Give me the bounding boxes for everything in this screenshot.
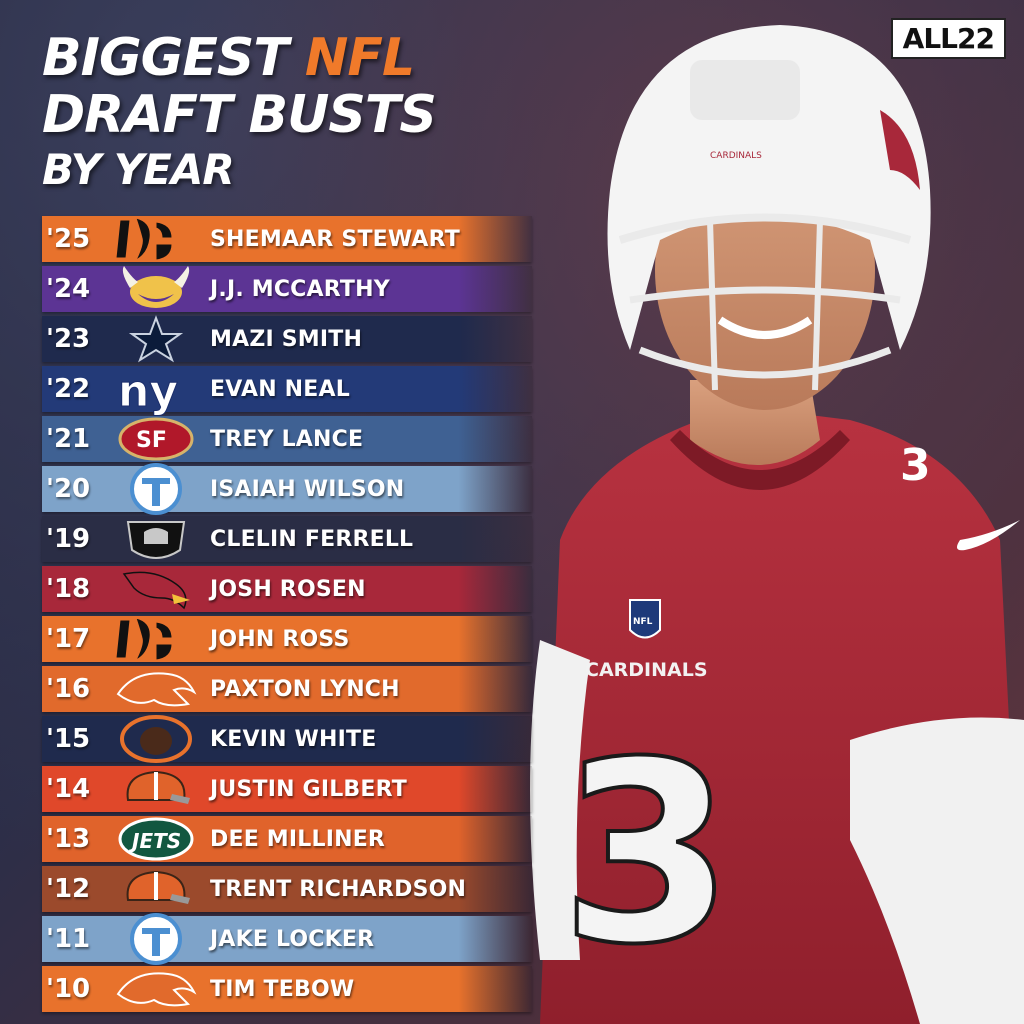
draft-year: '11 bbox=[46, 924, 91, 954]
player-name: TRENT RICHARDSON bbox=[210, 876, 467, 902]
draft-year: '18 bbox=[46, 574, 91, 604]
draft-bust-list: '25 SHEMAAR STEWART '24 J.J. MCCARTHY '23 MAZ… bbox=[42, 216, 532, 1016]
player-name: JUSTIN GILBERT bbox=[210, 776, 407, 802]
49ers-logo: SF bbox=[110, 416, 202, 462]
bengals-logo bbox=[110, 216, 202, 262]
draft-year: '17 bbox=[46, 624, 91, 654]
jets-logo: JETS bbox=[110, 816, 202, 862]
draft-year: '12 bbox=[46, 874, 91, 904]
list-item: '15 KEVIN WHITE bbox=[42, 715, 532, 763]
titans-logo bbox=[110, 913, 202, 965]
cowboys-logo bbox=[110, 315, 202, 363]
draft-year: '21 bbox=[46, 424, 91, 454]
player-name: SHEMAAR STEWART bbox=[210, 226, 460, 252]
svg-text:ny: ny bbox=[118, 366, 178, 417]
title-accent: NFL bbox=[304, 28, 415, 88]
draft-year: '13 bbox=[46, 824, 91, 854]
player-name: J.J. MCCARTHY bbox=[210, 276, 390, 302]
player-illustration: CARDINALS 3 NFL CARDINALS 3 bbox=[530, 25, 1024, 1024]
draft-year: '25 bbox=[46, 224, 91, 254]
list-item: '24 J.J. MCCARTHY bbox=[42, 266, 532, 312]
draft-year: '23 bbox=[46, 324, 91, 354]
draft-year: '14 bbox=[46, 774, 91, 804]
draft-year: '16 bbox=[46, 674, 91, 704]
draft-year: '15 bbox=[46, 724, 91, 754]
player-name: CLELIN FERRELL bbox=[210, 526, 414, 552]
list-item: '18 JOSH ROSEN bbox=[42, 566, 532, 612]
vikings-logo bbox=[110, 266, 202, 312]
list-item: '12 TRENT RICHARDSON bbox=[42, 866, 532, 912]
player-name: EVAN NEAL bbox=[210, 376, 350, 402]
list-item: '17 JOHN ROSS bbox=[42, 616, 532, 662]
broncos-logo bbox=[110, 666, 202, 712]
list-item: '20 ISAIAH WILSON bbox=[42, 463, 532, 515]
draft-year: '10 bbox=[46, 974, 91, 1004]
list-item: '10 TIM TEBOW bbox=[42, 966, 532, 1012]
browns-logo bbox=[110, 866, 202, 912]
player-name: PAXTON LYNCH bbox=[210, 676, 400, 702]
browns-logo bbox=[110, 766, 202, 812]
player-name: JAKE LOCKER bbox=[210, 926, 375, 952]
page-title: BIGGEST NFL DRAFT BUSTS BY YEAR bbox=[42, 28, 437, 196]
draft-year: '24 bbox=[46, 274, 91, 304]
shoulder-number: 3 bbox=[900, 440, 931, 491]
player-name: ISAIAH WILSON bbox=[210, 476, 405, 502]
player-name: KEVIN WHITE bbox=[210, 726, 377, 752]
player-name: TIM TEBOW bbox=[210, 976, 355, 1002]
list-item: '19 CLELIN FERRELL bbox=[42, 516, 532, 562]
player-name: DEE MILLINER bbox=[210, 826, 386, 852]
draft-year: '19 bbox=[46, 524, 91, 554]
list-item: '21 SF TREY LANCE bbox=[42, 416, 532, 462]
giants-logo: ny bbox=[110, 366, 202, 418]
player-name: MAZI SMITH bbox=[210, 326, 363, 352]
title-prefix: BIGGEST bbox=[42, 28, 289, 88]
list-item: '11 JAKE LOCKER bbox=[42, 913, 532, 965]
title-line-2: DRAFT BUSTS bbox=[42, 85, 437, 145]
list-item: '14 JUSTIN GILBERT bbox=[42, 766, 532, 812]
jersey-number: 3 bbox=[560, 708, 734, 999]
raiders-logo bbox=[110, 516, 202, 562]
cardinals-logo bbox=[110, 566, 202, 612]
brand-badge: ALL22 bbox=[890, 18, 1006, 59]
draft-year: '22 bbox=[46, 374, 91, 404]
player-name: TREY LANCE bbox=[210, 426, 364, 452]
bengals-logo bbox=[110, 616, 202, 662]
list-item: '13 JETS DEE MILLINER bbox=[42, 816, 532, 862]
player-name: JOSH ROSEN bbox=[210, 576, 366, 602]
jersey-wordmark: CARDINALS bbox=[585, 659, 708, 681]
bears-logo bbox=[110, 715, 202, 763]
title-line-3: BY YEAR bbox=[42, 145, 235, 194]
draft-year: '20 bbox=[46, 474, 91, 504]
list-item: '23 MAZI SMITH bbox=[42, 315, 532, 363]
list-item: '25 SHEMAAR STEWART bbox=[42, 216, 532, 262]
list-item: '22 ny EVAN NEAL bbox=[42, 366, 532, 418]
player-name: JOHN ROSS bbox=[210, 626, 350, 652]
svg-text:JETS: JETS bbox=[128, 829, 181, 853]
helmet-text: CARDINALS bbox=[710, 151, 762, 161]
svg-text:SF: SF bbox=[136, 428, 167, 453]
list-item: '16 PAXTON LYNCH bbox=[42, 666, 532, 712]
swoosh-icon bbox=[956, 520, 1020, 551]
broncos-logo bbox=[110, 966, 202, 1012]
nfl-shield-text: NFL bbox=[633, 617, 653, 627]
titans-logo bbox=[110, 463, 202, 515]
